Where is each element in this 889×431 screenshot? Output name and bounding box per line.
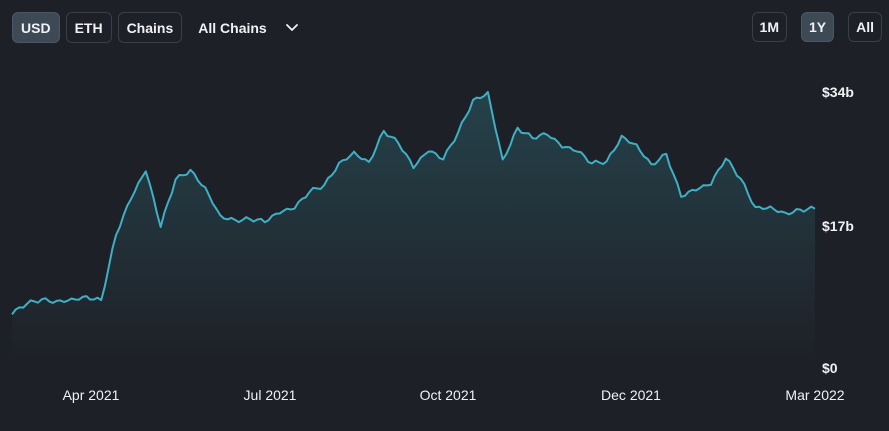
chart-line	[11, 91, 816, 316]
x-axis-label-dec-2021: Dec 2021	[601, 387, 661, 403]
chart-area-fill	[12, 92, 815, 362]
range-1m-button[interactable]: 1M	[751, 12, 787, 42]
y-axis-label-34b: $34b	[822, 84, 854, 100]
usd-button[interactable]: USD	[12, 12, 60, 43]
x-axis-label-mar-2022: Mar 2022	[785, 387, 845, 403]
y-axis-label-0: $0	[822, 360, 838, 376]
chevron-down-icon	[285, 21, 299, 35]
range-1y-button[interactable]: 1Y	[800, 12, 835, 42]
chain-select-value: All Chains	[198, 19, 267, 36]
y-axis-label-17b: $17b	[822, 218, 854, 234]
toolbar-left: USD ETH Chains All Chains	[12, 12, 305, 43]
x-axis-label-jul-2021: Jul 2021	[243, 387, 297, 403]
eth-button[interactable]: ETH	[65, 12, 112, 43]
toolbar-right: 1M 1Y All	[751, 12, 882, 42]
chains-button[interactable]: Chains	[117, 12, 183, 43]
x-axis-label-oct-2021: Oct 2021	[419, 387, 477, 403]
x-axis-label-apr-2021: Apr 2021	[62, 387, 120, 403]
chain-select[interactable]: All Chains	[188, 12, 304, 43]
range-all-button[interactable]: All	[848, 12, 882, 42]
